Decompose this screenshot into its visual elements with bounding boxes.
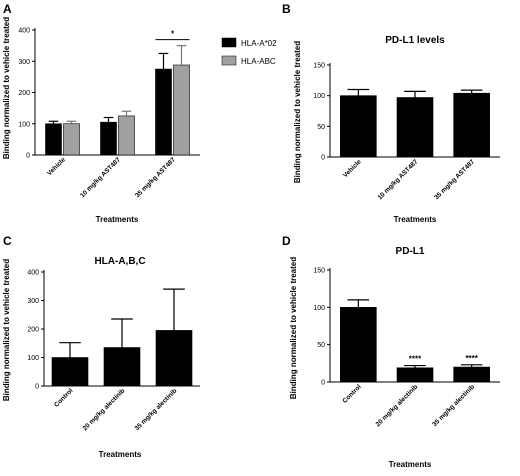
y-tick-label: 50 xyxy=(317,124,325,131)
category-label: Vehicle xyxy=(46,156,67,177)
category-label: 35 mg/kg alectinib xyxy=(431,383,476,428)
significance-marker: **** xyxy=(465,354,478,363)
x-axis-label: Treatments xyxy=(394,215,437,224)
y-tick-label: 0 xyxy=(321,155,325,162)
y-tick-label: 300 xyxy=(18,59,30,66)
category-label: 35 mg/kg alectinib xyxy=(134,387,179,432)
legend-swatch xyxy=(221,37,237,48)
legend-swatch xyxy=(221,55,237,66)
y-tick-label: 100 xyxy=(313,305,325,312)
y-axis-label: Binding normalized to vehicle treated xyxy=(2,17,11,159)
y-tick-label: 0 xyxy=(321,380,325,387)
y-tick-label: 200 xyxy=(18,90,30,97)
panel-d: D PD-L1 Binding normalized to vehicle trea… xyxy=(282,234,500,469)
bar xyxy=(51,357,89,387)
y-tick-label: 300 xyxy=(27,298,39,305)
y-tick-label: 100 xyxy=(313,93,325,100)
y-tick-label: 400 xyxy=(18,28,30,35)
category-label: 35 mg/kg AST487 xyxy=(134,156,177,199)
bar xyxy=(103,347,141,387)
category-label: 10 mg/kg AST487 xyxy=(377,158,420,201)
panel-letter: D xyxy=(282,234,291,248)
y-axis-label: Binding normalized to vehicle treated xyxy=(289,257,298,399)
category-label: 35 mg/kg AST487 xyxy=(433,158,476,201)
y-tick-label: 100 xyxy=(27,355,39,362)
y-tick-label: 50 xyxy=(317,342,325,349)
legend-label: HLA-ABC xyxy=(241,57,276,66)
bar xyxy=(453,366,490,383)
chart-title: PD-L1 xyxy=(396,246,425,257)
y-axis-label: Binding normalized to vehicle treated xyxy=(2,259,11,401)
bar xyxy=(155,68,172,156)
x-axis-label: Treatments xyxy=(96,215,139,224)
panel-c: C HLA-A,B,C Binding normalized to vehicle … xyxy=(2,234,200,459)
bar xyxy=(155,330,193,387)
bar xyxy=(173,64,190,156)
panel-b: B PD-L1 levels Binding normalized to vehic… xyxy=(282,2,500,224)
significance-marker: **** xyxy=(409,355,422,364)
panel-letter: C xyxy=(3,234,12,248)
y-tick-label: 200 xyxy=(27,327,39,334)
bar xyxy=(396,97,434,158)
y-axis-label: Binding normalized to vehicle treated xyxy=(293,41,302,183)
category-label: Control xyxy=(341,383,362,404)
panel-letter: B xyxy=(282,2,291,16)
category-label: Control xyxy=(53,387,74,408)
x-axis-label: Treatments xyxy=(99,450,142,459)
y-tick-label: 150 xyxy=(313,63,325,70)
category-label: 20 mg/kg alectinib xyxy=(375,383,420,428)
chart-title: PD-L1 levels xyxy=(385,35,445,46)
category-label: 10 mg/kg AST487 xyxy=(79,156,122,199)
bar xyxy=(340,307,377,383)
category-label: Vehicle xyxy=(342,158,363,179)
chart-title: HLA-A,B,C xyxy=(94,256,145,267)
y-tick-label: 0 xyxy=(35,384,39,391)
panel-letter: A xyxy=(3,2,12,16)
y-tick-label: 0 xyxy=(26,153,30,160)
bar xyxy=(45,123,62,156)
legend-label: HLA-A*02 xyxy=(241,39,277,48)
y-tick-label: 150 xyxy=(313,268,325,275)
bar xyxy=(118,115,135,156)
y-tick-label: 400 xyxy=(27,270,39,277)
category-label: 20 mg/kg alectinib xyxy=(82,387,127,432)
bar xyxy=(100,121,117,156)
bar xyxy=(340,95,377,158)
bar xyxy=(453,92,490,158)
y-tick-label: 100 xyxy=(18,121,30,128)
bar xyxy=(63,123,80,156)
significance-marker: * xyxy=(171,30,175,39)
x-axis-label: Treatments xyxy=(389,460,432,469)
bar xyxy=(396,367,434,383)
